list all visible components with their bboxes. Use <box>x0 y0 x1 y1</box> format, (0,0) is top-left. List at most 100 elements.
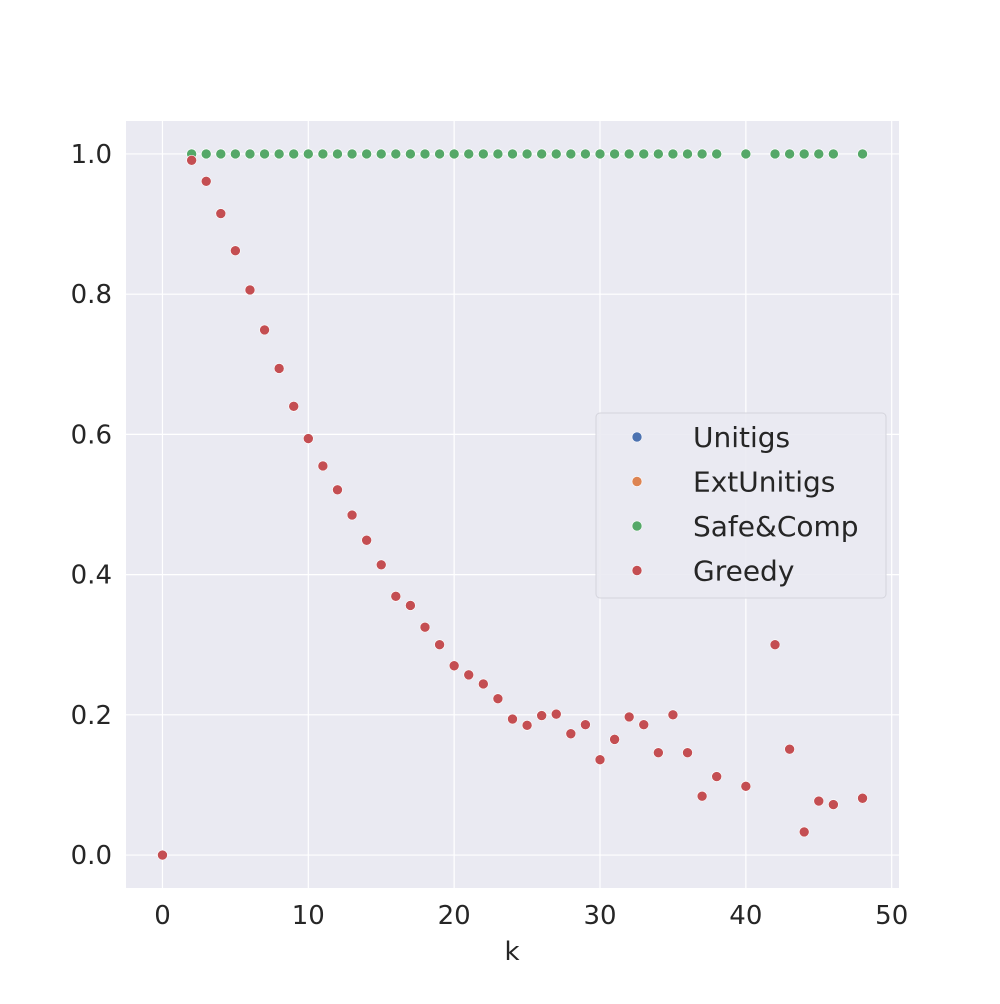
greedy-point <box>332 484 343 496</box>
safe-comp-point <box>390 148 402 160</box>
greedy-point <box>303 433 314 444</box>
greedy-point <box>784 743 795 755</box>
greedy-point <box>405 600 416 611</box>
greedy-point <box>346 509 358 521</box>
x-tick-label: 30 <box>583 901 616 931</box>
safe-comp-point <box>405 148 416 160</box>
x-tick-label: 0 <box>154 901 171 931</box>
safe-comp-point <box>375 148 387 160</box>
safe-comp-point <box>857 148 868 160</box>
greedy-point <box>536 710 547 721</box>
x-tick-label: 40 <box>729 901 762 931</box>
greedy-point <box>638 719 650 730</box>
greedy-point <box>434 639 445 651</box>
y-tick-label: 0.0 <box>71 841 112 871</box>
legend-marker <box>631 431 643 443</box>
greedy-point <box>463 669 475 681</box>
greedy-point <box>828 799 839 810</box>
greedy-point <box>711 771 722 782</box>
greedy-point <box>682 747 693 758</box>
x-tick-label: 10 <box>292 901 325 931</box>
y-tick-label: 0.2 <box>71 701 112 731</box>
legend-box <box>595 412 887 599</box>
safe-comp-point <box>200 148 212 160</box>
safe-comp-point <box>448 148 460 160</box>
greedy-point <box>609 734 620 745</box>
safe-comp-point <box>594 148 606 160</box>
greedy-point <box>419 621 431 633</box>
safe-comp-point <box>784 148 795 160</box>
greedy-point <box>798 826 810 838</box>
safe-comp-point <box>346 148 358 160</box>
safe-comp-point <box>565 148 577 160</box>
greedy-point <box>696 790 708 802</box>
legend-label: Greedy <box>693 555 794 588</box>
greedy-point <box>230 245 241 257</box>
safe-comp-point <box>332 148 343 160</box>
legend-label: ExtUnitigs <box>693 466 835 499</box>
greedy-point <box>580 719 591 730</box>
greedy-point <box>492 693 504 705</box>
greedy-point <box>390 591 402 602</box>
y-tick-label: 0.4 <box>71 561 112 591</box>
safe-comp-point <box>828 148 839 160</box>
x-tick-label: 20 <box>438 901 471 931</box>
safe-comp-point <box>521 148 533 160</box>
safe-comp-point <box>580 148 591 160</box>
safe-comp-point <box>769 148 781 160</box>
safe-comp-point <box>740 148 752 160</box>
safe-comp-point <box>288 148 300 160</box>
safe-comp-point <box>682 148 693 160</box>
safe-comp-point <box>361 148 372 160</box>
y-tick-label: 1.0 <box>71 140 112 170</box>
y-tick-label: 0.6 <box>71 420 112 450</box>
safe-comp-point <box>507 148 518 160</box>
safe-comp-point <box>711 148 722 160</box>
safe-comp-point <box>215 148 227 160</box>
safe-comp-point <box>259 148 270 160</box>
legend-marker <box>631 565 643 576</box>
safe-comp-point <box>536 148 547 160</box>
greedy-point <box>244 284 256 296</box>
safe-comp-point <box>434 148 445 160</box>
greedy-point <box>288 401 300 412</box>
greedy-point <box>157 849 168 861</box>
greedy-point <box>813 795 825 807</box>
greedy-point <box>317 460 329 472</box>
greedy-point <box>375 559 387 571</box>
greedy-point <box>740 781 752 792</box>
legend-label: Safe&Comp <box>693 510 859 543</box>
safe-comp-point <box>492 148 504 160</box>
greedy-point <box>507 713 518 725</box>
greedy-point <box>550 708 562 720</box>
safe-comp-point <box>623 148 635 160</box>
safe-comp-point <box>653 148 664 160</box>
greedy-point <box>769 639 781 651</box>
safe-comp-point <box>303 148 314 160</box>
legend-marker <box>631 520 643 532</box>
safe-comp-point <box>478 148 489 160</box>
safe-comp-point <box>638 148 650 160</box>
x-tick-label: 50 <box>875 901 908 931</box>
greedy-point <box>200 175 212 187</box>
greedy-point <box>273 363 285 374</box>
greedy-point <box>521 720 533 731</box>
greedy-point <box>653 747 664 758</box>
legend-marker <box>631 476 643 487</box>
greedy-point <box>215 208 227 219</box>
greedy-point <box>361 534 372 546</box>
safe-comp-point <box>550 148 562 160</box>
legend-label: Unitigs <box>693 421 790 454</box>
y-tick-label: 0.8 <box>71 280 112 310</box>
safe-comp-point <box>463 148 475 160</box>
safe-comp-point <box>273 148 285 160</box>
safe-comp-point <box>317 148 329 160</box>
greedy-point <box>448 660 460 672</box>
safe-comp-point <box>667 148 679 160</box>
greedy-point <box>259 324 270 336</box>
greedy-point <box>478 678 489 690</box>
greedy-point <box>594 754 606 765</box>
greedy-point <box>623 711 635 723</box>
